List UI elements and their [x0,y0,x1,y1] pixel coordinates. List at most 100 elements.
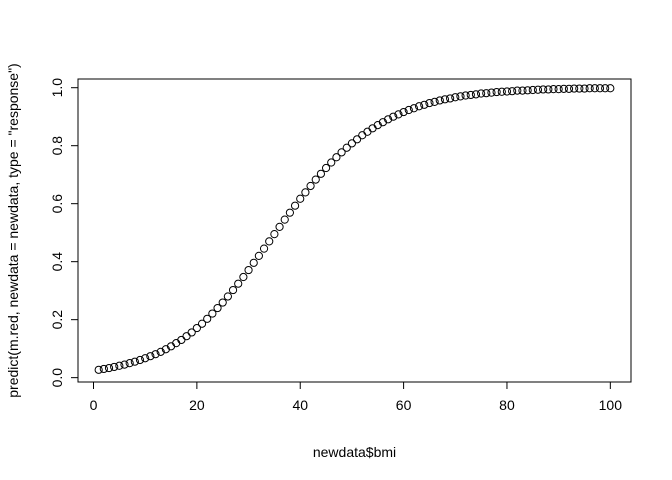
data-point [477,89,486,98]
data-point [290,201,300,210]
data-point [595,84,605,93]
y-tick-label: 0.2 [49,310,65,330]
data-point [275,222,284,231]
plot-frame [77,78,632,383]
data-point [601,84,610,93]
data-point [228,285,238,295]
data-point [316,169,326,178]
data-point [259,244,269,253]
data-point [332,153,341,162]
data-point [182,332,191,341]
data-point [451,93,460,102]
data-point [280,215,289,224]
data-point [482,89,491,98]
data-point [192,323,201,333]
data-point [306,181,315,191]
x-tick-label: 60 [396,397,412,413]
data-point [110,362,119,372]
data-point [420,100,429,109]
data-point [383,115,393,124]
data-point [389,112,398,121]
data-point [115,361,124,370]
x-tick-label: 20 [189,397,205,413]
data-point [213,303,222,313]
x-tick-label: 100 [599,397,623,413]
x-axis-label: newdata$bmi [313,444,396,460]
data-point [590,84,599,93]
y-tick-label: 0.4 [49,252,65,272]
y-tick-label: 1.0 [49,78,65,98]
data-point [513,86,522,95]
data-point [135,355,145,365]
data-point [502,87,512,96]
data-point [254,251,263,260]
data-point [487,88,496,97]
data-point [575,84,584,93]
data-point [456,92,465,101]
data-point [352,135,362,144]
data-point [187,328,196,337]
data-point [203,314,212,323]
data-point [342,143,351,152]
data-point [156,347,165,356]
data-point [580,84,589,93]
data-point [249,258,258,267]
data-point [559,84,568,93]
data-point [533,85,543,94]
data-point [177,335,186,345]
data-point [234,279,243,288]
data-point [208,309,217,318]
data-point [446,94,455,103]
x-tick-label: 40 [292,397,308,413]
data-point [244,265,253,275]
data-point [549,85,558,94]
data-point [120,360,129,369]
data-point [466,90,475,100]
data-point [544,85,553,94]
data-point [368,124,377,133]
data-point [471,90,481,99]
data-point [523,86,532,95]
data-point [508,87,517,96]
data-point [327,158,336,167]
data-point [337,148,346,157]
data-point [409,104,419,113]
data-point [415,102,424,111]
data-point [270,230,279,239]
data-point [440,95,450,104]
data-point [285,208,294,217]
data-point [399,107,408,117]
data-point [425,98,434,108]
data-point [301,188,310,197]
data-point [435,96,444,105]
data-point [358,131,367,140]
data-point [497,87,506,96]
data-point [311,175,320,184]
data-point [564,84,574,93]
data-point [172,339,181,348]
x-tick-label: 80 [499,397,515,413]
x-tick-label: 0 [90,397,98,413]
data-point [606,84,615,93]
data-point [104,363,114,373]
y-tick-label: 0.8 [49,136,65,156]
data-point [404,105,413,115]
data-point [99,364,108,374]
data-point [554,85,563,94]
y-tick-label: 0.0 [49,368,65,388]
data-point [321,163,331,173]
y-axis: 0.0 0.2 0.4 0.6 0.8 1.0 [49,78,79,388]
data-point [218,298,227,307]
data-point [125,359,134,368]
data-point [146,352,155,361]
data-point [585,84,594,93]
data-point [130,357,139,366]
data-point [363,127,372,136]
data-point [265,237,274,246]
data-point [141,354,150,363]
data-point [570,84,579,93]
data-point [347,139,357,148]
data-points [94,84,615,374]
data-point [296,194,305,203]
